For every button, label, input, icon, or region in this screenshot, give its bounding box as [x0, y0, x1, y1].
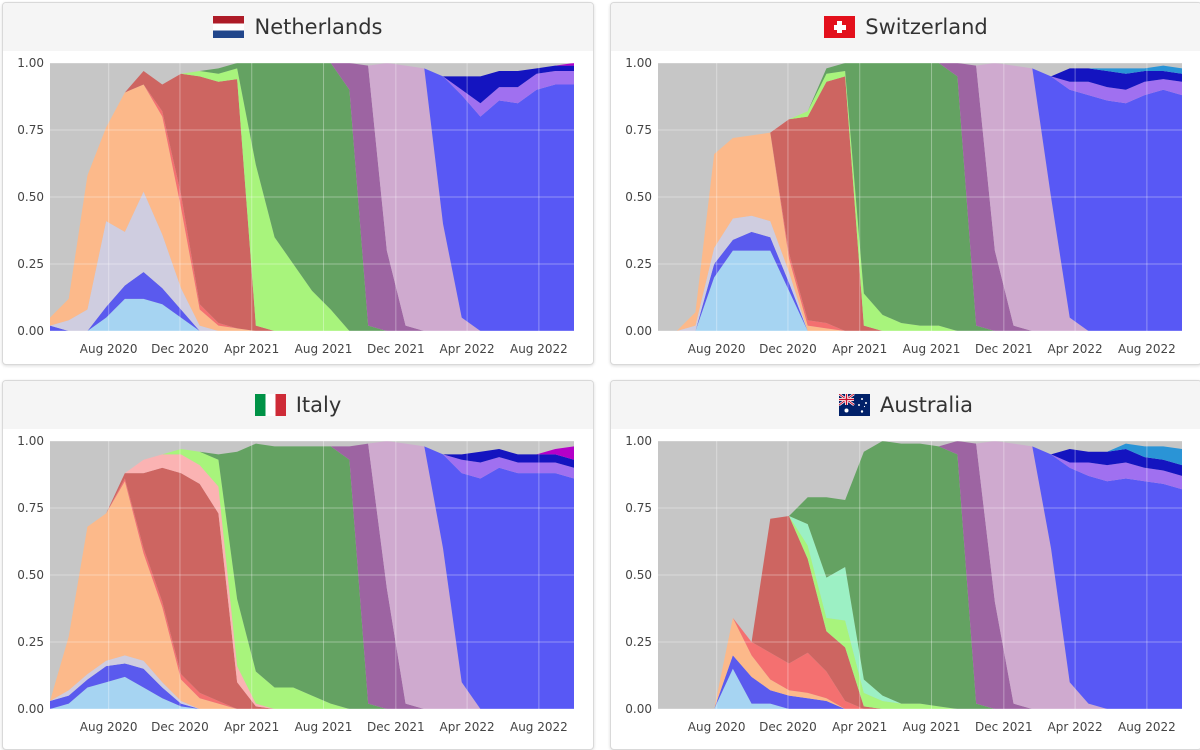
netherlands-flag-icon	[213, 16, 245, 38]
area-series-2	[50, 191, 574, 331]
x-tick-label: Dec 2020	[151, 342, 209, 356]
area-series-5	[50, 71, 574, 331]
x-tick-label: Aug 2021	[903, 342, 961, 356]
y-tick-label: 0.00	[17, 702, 44, 716]
area-series-9	[658, 63, 1182, 331]
y-tick-label: 0.25	[17, 257, 44, 271]
panel-netherlands: Netherlands 0.00 0.25 0.50 0.75 1.00 Aug 2020…	[2, 2, 594, 365]
y-tick-label: 0.50	[17, 190, 44, 204]
y-tick-label: 0.75	[17, 123, 44, 137]
y-tick-label: 1.00	[625, 56, 652, 70]
x-tick-label: Apr 2021	[832, 342, 887, 356]
x-tick-label: Apr 2022	[440, 720, 495, 734]
x-tick-label: Apr 2022	[1048, 342, 1103, 356]
area-series-1	[50, 272, 574, 331]
y-tick-label: 0.00	[17, 324, 44, 338]
area-series-10	[658, 63, 1182, 331]
y-tick-label: 1.00	[17, 434, 44, 448]
panel-header: Australia	[611, 381, 1200, 429]
stacked-area-chart: 0.00 0.25 0.50 0.75 1.00 Aug 2020 Dec 2020 Apr …	[17, 434, 574, 734]
panel-header: Netherlands	[3, 3, 593, 51]
panel-italy: Italy 0.00 0.25 0.50 0.75 1.00 Aug 2020 Dec 20…	[2, 380, 594, 750]
y-tick-label: 0.50	[625, 190, 652, 204]
x-tick-label: Aug 2022	[1118, 720, 1176, 734]
y-tick-label: 0.75	[625, 123, 652, 137]
y-tick-label: 1.00	[625, 434, 652, 448]
x-tick-label: Aug 2021	[295, 720, 353, 734]
area-series-9	[50, 63, 574, 331]
x-tick-label: Apr 2021	[832, 720, 887, 734]
area-series-3	[50, 481, 574, 709]
x-tick-label: Dec 2021	[367, 342, 425, 356]
x-tick-label: Aug 2022	[1118, 342, 1176, 356]
x-tick-label: Dec 2020	[759, 342, 817, 356]
panel-header: Italy	[3, 381, 593, 429]
area-series-0	[50, 676, 574, 709]
x-tick-label: Aug 2022	[510, 720, 568, 734]
panel-australia: Australia 0.00 0.25 0.50 0.75 1.00 Aug 2020 De…	[610, 380, 1200, 750]
y-tick-label: 0.25	[625, 257, 652, 271]
y-tick-label: 0.00	[625, 702, 652, 716]
x-tick-label: Dec 2021	[975, 720, 1033, 734]
x-tick-label: Aug 2021	[903, 720, 961, 734]
x-tick-label: Apr 2021	[224, 342, 279, 356]
y-tick-label: 1.00	[17, 56, 44, 70]
area-series-7	[658, 63, 1182, 331]
y-tick-label: 0.00	[625, 324, 652, 338]
area-series-4	[658, 516, 1182, 709]
x-tick-label: Apr 2022	[440, 342, 495, 356]
panel-title: Netherlands	[254, 15, 383, 39]
x-tick-label: Aug 2020	[688, 720, 746, 734]
y-tick-label: 0.50	[625, 568, 652, 582]
x-tick-label: Dec 2020	[151, 720, 209, 734]
switzerland-flag-icon	[824, 16, 856, 38]
area-series-0	[50, 298, 574, 331]
area-series-7	[50, 63, 574, 331]
panel-title: Italy	[295, 393, 342, 417]
x-tick-label: Aug 2020	[80, 720, 138, 734]
x-tick-label: Aug 2020	[80, 342, 138, 356]
x-tick-label: Dec 2021	[975, 342, 1033, 356]
x-tick-label: Dec 2021	[367, 720, 425, 734]
stacked-area-chart: 0.00 0.25 0.50 0.75 1.00 Aug 2020 Dec 2020 Apr …	[17, 56, 574, 356]
area-series-11	[658, 441, 1182, 709]
area-series-3	[658, 617, 1182, 709]
panel-switzerland: Switzerland 0.00 0.25 0.50 0.75 1.00 Aug 2020…	[610, 2, 1200, 365]
area-series-12	[50, 441, 574, 701]
x-tick-label: Aug 2022	[510, 342, 568, 356]
panel-header: Switzerland	[611, 3, 1200, 51]
area-series-0	[658, 250, 1182, 331]
area-series-11	[50, 441, 574, 709]
area-series-10	[658, 441, 1182, 709]
area-series-10	[50, 63, 574, 331]
area-series-7	[658, 441, 1182, 709]
area-series-1	[50, 663, 574, 709]
stacked-area-chart: 0.00 0.25 0.50 0.75 1.00 Aug 2020 Dec 2020 Apr …	[625, 434, 1182, 734]
x-tick-label: Aug 2021	[295, 342, 353, 356]
area-series-11	[658, 63, 1182, 331]
australia-flag-icon	[839, 394, 871, 416]
y-tick-label: 0.25	[17, 635, 44, 649]
italy-flag-icon	[254, 394, 286, 416]
area-series-11	[50, 63, 574, 318]
panel-title: Switzerland	[865, 15, 988, 39]
x-tick-label: Apr 2021	[224, 720, 279, 734]
panel-title: Australia	[880, 393, 973, 417]
y-tick-label: 0.75	[625, 501, 652, 515]
area-series-10	[50, 441, 574, 709]
stacked-area-chart: 0.00 0.25 0.50 0.75 1.00 Aug 2020 Dec 2020 Apr …	[625, 56, 1182, 356]
area-series-3	[50, 84, 574, 331]
area-series-9	[658, 441, 1182, 709]
area-series-8	[50, 443, 574, 709]
x-tick-label: Apr 2022	[1048, 720, 1103, 734]
y-tick-label: 0.50	[17, 568, 44, 582]
x-tick-label: Aug 2020	[688, 342, 746, 356]
area-series-5	[658, 76, 1182, 332]
area-series-5	[50, 467, 574, 709]
y-tick-label: 0.25	[625, 635, 652, 649]
y-tick-label: 0.75	[17, 501, 44, 515]
x-tick-label: Dec 2020	[759, 720, 817, 734]
